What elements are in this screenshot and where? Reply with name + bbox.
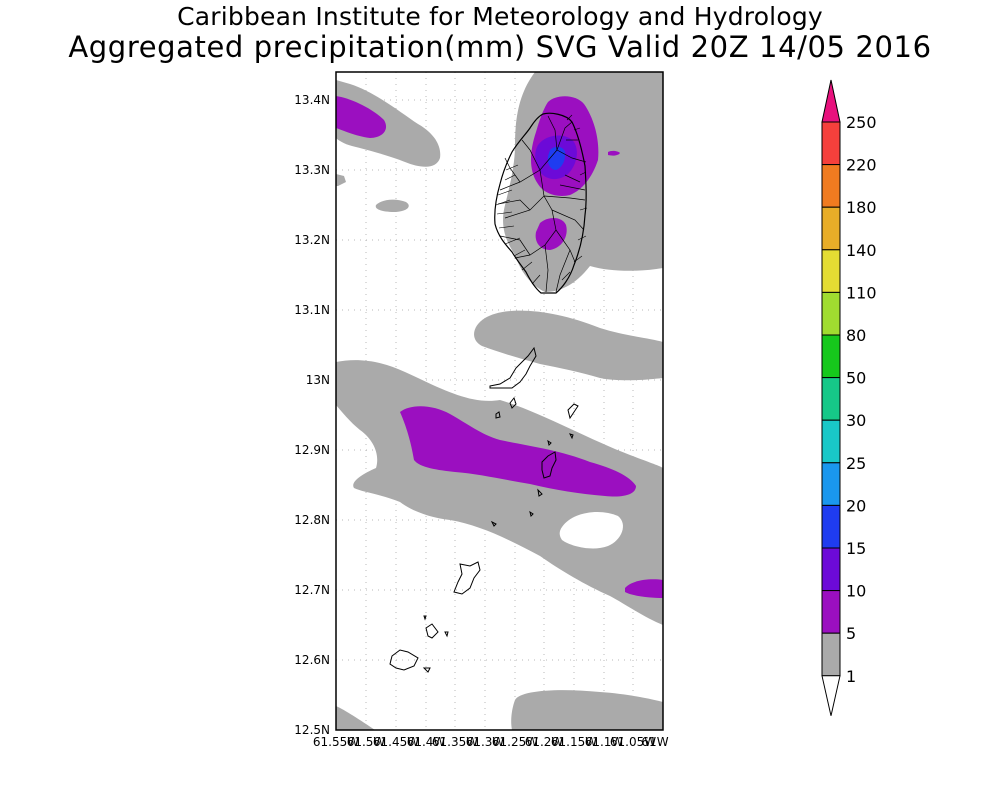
- lon-tick-label: 61.3W: [466, 735, 505, 749]
- colorbar-label: 20: [846, 496, 866, 515]
- title-block: Caribbean Institute for Meteorology and …: [0, 2, 1000, 62]
- island-bequia: [489, 346, 537, 389]
- lat-tick-label: 12.7N: [294, 583, 330, 597]
- colorbar-label: 220: [846, 156, 877, 175]
- colorbar-bin: [821, 206, 841, 251]
- lon-tick-label: 61.1W: [585, 735, 624, 749]
- island-small-2: [567, 403, 579, 420]
- lat-tick-label: 12.5N: [294, 723, 330, 737]
- rain-region-northwest: [336, 80, 441, 167]
- colorbar-label: 180: [846, 198, 877, 217]
- colorbar-legend: 250 220 180 140 110 80 50 30 25 20 15 10 5 1: [821, 79, 877, 716]
- lat-tick-label: 12.6N: [294, 653, 330, 667]
- precipitation-field: [336, 72, 663, 730]
- lon-tick-label: 61.15W: [551, 735, 597, 749]
- island-mustique: [509, 396, 517, 409]
- title-line2: Aggregated precipitation(mm) SVG Valid 2…: [68, 30, 932, 64]
- rain-region-south-west: [336, 706, 375, 730]
- rain-region-north-grenadines: [474, 310, 663, 381]
- island-canouan: [541, 451, 557, 479]
- rain-region-purple-band: [400, 406, 636, 497]
- island-small-6: [529, 510, 534, 517]
- lat-tick-label: 13.2N: [294, 233, 330, 247]
- colorbar-label: 250: [846, 113, 877, 132]
- island-st-vincent: [494, 112, 588, 294]
- island-petit-martinique: [389, 649, 419, 671]
- colorbar-label: 1: [846, 667, 856, 686]
- island-small-8: [423, 615, 427, 621]
- island-small-1: [495, 411, 501, 419]
- colorbar-label: 140: [846, 241, 877, 260]
- lat-tick-label: 13.1N: [294, 303, 330, 317]
- rain-region-purple-northwest: [336, 96, 387, 138]
- colorbar-label: 15: [846, 539, 866, 558]
- st-vincent-drainage: [495, 114, 588, 285]
- lon-tick-label: 61W: [641, 735, 668, 749]
- title-line1: Caribbean Institute for Meteorology and …: [177, 2, 823, 31]
- rain-region-small-blob: [375, 199, 409, 212]
- lon-tick-label: 61.45W: [373, 735, 419, 749]
- island-small-9: [444, 631, 449, 638]
- colorbar-label: 10: [846, 582, 866, 601]
- colorbar-label: 5: [846, 624, 856, 643]
- map-frame: [335, 71, 664, 731]
- island-small-4: [547, 439, 552, 446]
- colorbar-min-triangle: [821, 675, 841, 716]
- lat-tick-label: 12.9N: [294, 443, 330, 457]
- lat-tick-label: 13N: [306, 373, 330, 387]
- st-vincent-watersheds: [497, 115, 587, 293]
- island-small-5: [537, 488, 543, 497]
- map-panel: [335, 71, 664, 731]
- colorbar-bin: [821, 504, 841, 549]
- colorbar-label: 25: [846, 454, 866, 473]
- lat-tick-label: 12.8N: [294, 513, 330, 527]
- rain-region-purple-small: [608, 150, 620, 156]
- colorbar-bin: [821, 121, 841, 166]
- latitude-axis: 13.4N 13.3N 13.2N 13.1N 13N 12.9N 12.8N …: [294, 93, 330, 737]
- colorbar-label: 50: [846, 369, 866, 388]
- island-small-10: [422, 667, 431, 673]
- colorbar-label: 30: [846, 411, 866, 430]
- colorbar-bin: [821, 334, 841, 379]
- island-carriacou: [425, 623, 439, 639]
- lon-tick-label: 61.5W: [347, 735, 386, 749]
- rain-region-blue-core: [547, 146, 566, 170]
- colorbar-bin: [821, 249, 841, 293]
- colorbar-label: 110: [846, 283, 877, 302]
- colorbar-label: 80: [846, 326, 866, 345]
- colorbar-bin: [821, 547, 841, 592]
- colorbar-bin: [821, 377, 841, 421]
- colorbar-bin: [821, 291, 841, 336]
- st-vincent-coastline: [494, 112, 587, 294]
- lon-tick-label: 61.25W: [492, 735, 538, 749]
- lon-tick-label: 61.55W: [313, 735, 359, 749]
- rain-region-purple-south-stvincent: [535, 217, 567, 250]
- colorbar-bin: [821, 632, 841, 677]
- lat-tick-label: 13.4N: [294, 93, 330, 107]
- lon-tick-label: 61.2W: [525, 735, 564, 749]
- colorbar-max-triangle: [821, 79, 841, 123]
- rain-region-speck: [336, 174, 346, 186]
- rain-region-purple-southeast: [625, 579, 663, 598]
- colorbar-bin: [821, 164, 841, 208]
- longitude-axis: 61.55W 61.5W 61.45W 61.4W 61.35W 61.3W 6…: [313, 735, 669, 749]
- lon-tick-label: 61.05W: [610, 735, 656, 749]
- lon-tick-label: 61.35W: [432, 735, 478, 749]
- island-union: [453, 561, 481, 595]
- island-small-7: [490, 520, 497, 527]
- island-small-3: [569, 433, 574, 440]
- colorbar-bin: [821, 419, 841, 464]
- lon-tick-label: 61.4W: [407, 735, 446, 749]
- lat-tick-label: 13.3N: [294, 163, 330, 177]
- rain-region-south-east: [511, 690, 663, 730]
- colorbar-bin: [821, 590, 841, 634]
- rain-gap-hole: [559, 511, 623, 549]
- grenadine-islands: [389, 346, 579, 673]
- colorbar-bin: [821, 462, 841, 506]
